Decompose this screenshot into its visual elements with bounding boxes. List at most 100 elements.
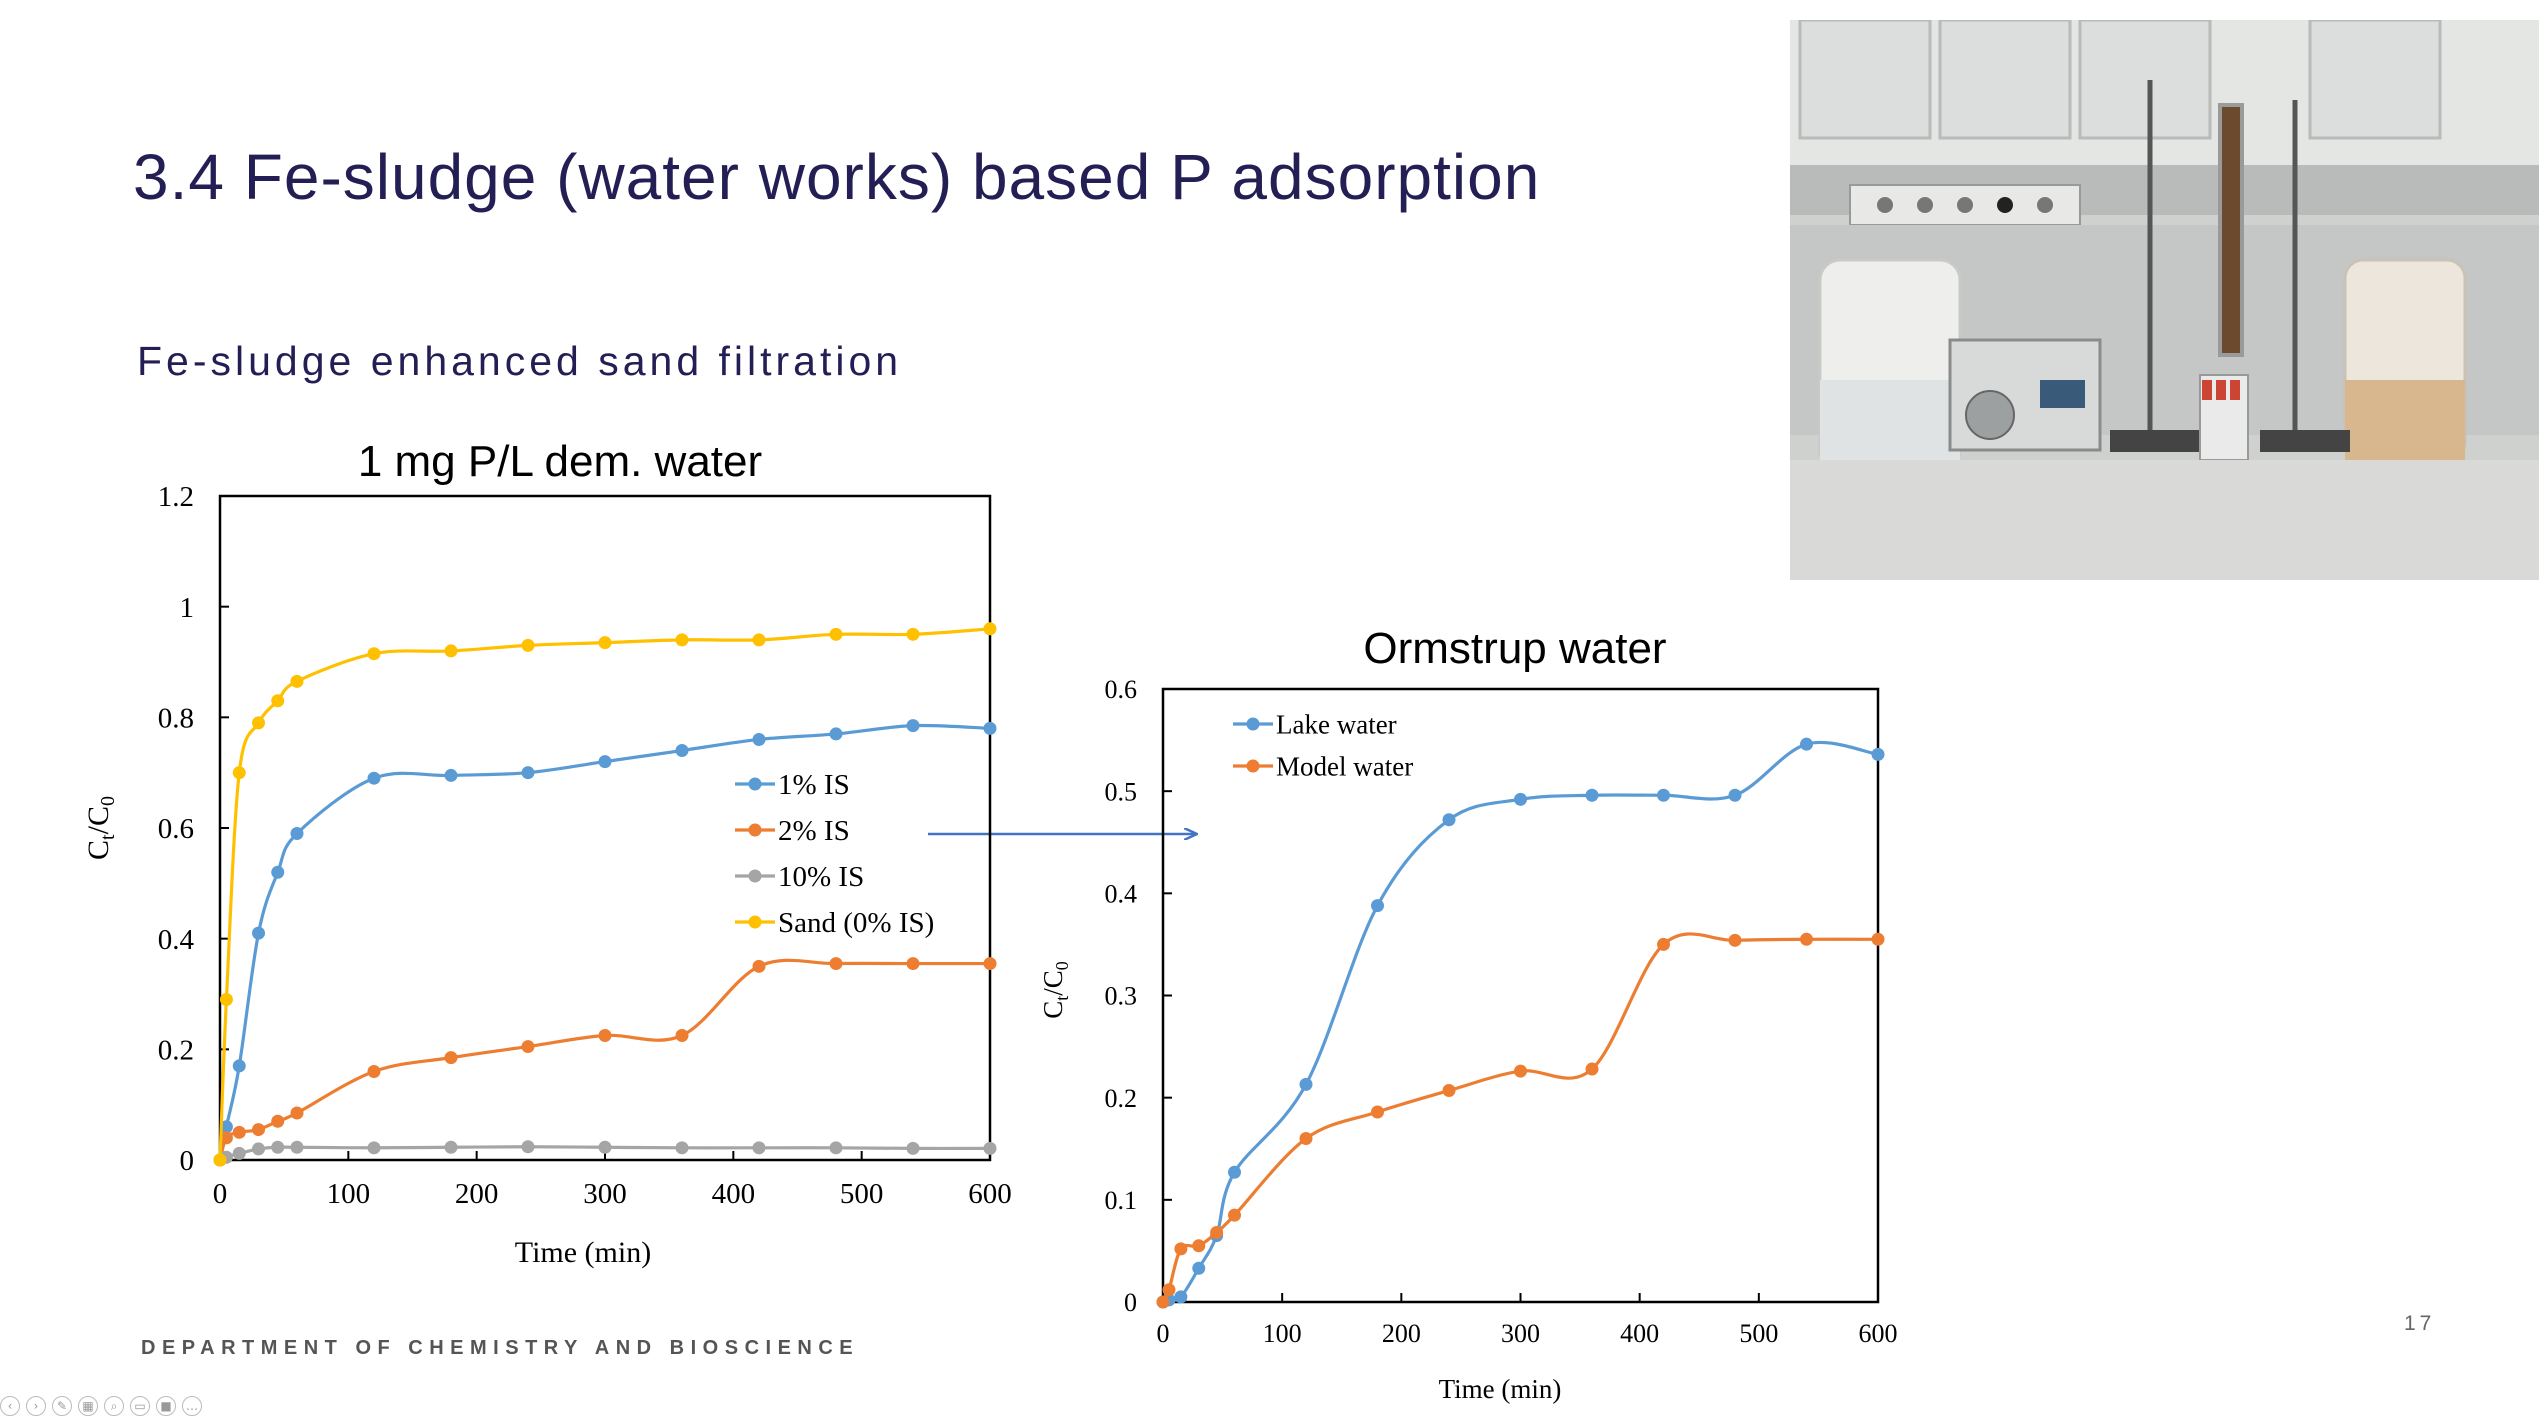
presentation-toolbar: ‹ › ✎ ▦ ⌕ ▭ ■ … (0, 1396, 202, 1416)
data-point (983, 721, 997, 735)
data-point (1728, 933, 1742, 947)
series-line (218, 958, 990, 1161)
data-point (232, 1125, 246, 1139)
data-point (829, 727, 843, 741)
chart-title: Ormstrup water (1363, 624, 1666, 673)
legend-marker (748, 777, 762, 791)
data-point (1299, 1077, 1313, 1091)
x-tick-label: 0 (1157, 1319, 1170, 1348)
data-point (271, 865, 285, 879)
data-point (1585, 788, 1599, 802)
legend-label: 1% IS (778, 769, 850, 801)
zoom-icon[interactable]: ⌕ (104, 1396, 124, 1416)
data-point (290, 1106, 304, 1120)
data-point (1174, 1242, 1188, 1256)
data-point (367, 1141, 381, 1155)
data-point (1442, 1084, 1456, 1098)
data-point (1585, 1062, 1599, 1076)
y-axis-label-part: C (82, 840, 115, 860)
data-point (906, 957, 920, 971)
data-point (219, 993, 233, 1007)
legend-label: Model water (1276, 751, 1413, 781)
y-axis-label-part: /C (1038, 970, 1068, 996)
legend-label: Lake water (1276, 709, 1397, 739)
data-point (829, 957, 843, 971)
x-axis-label: Time (min) (1439, 1374, 1562, 1404)
y-tick-label: 0.4 (158, 924, 195, 956)
y-axis-label: Ct/C0 (82, 796, 119, 860)
data-point (252, 1123, 265, 1137)
data-point (1514, 792, 1527, 806)
data-point (521, 1140, 535, 1154)
data-point (598, 755, 612, 769)
camera-icon[interactable]: ■ (156, 1396, 176, 1416)
data-point (290, 1140, 304, 1154)
more-icon[interactable]: … (182, 1396, 202, 1416)
data-point (1728, 788, 1742, 802)
legend-label: Sand (0% IS) (778, 907, 934, 939)
data-point (983, 622, 997, 636)
y-tick-label: 0.8 (158, 702, 194, 734)
y-axis-label: Ct/C0 (1038, 961, 1072, 1019)
data-point (752, 633, 766, 647)
data-point (1192, 1239, 1206, 1253)
y-axis-label-subscript: 0 (97, 796, 119, 806)
data-point (290, 674, 304, 688)
series-line (218, 723, 991, 1161)
x-axis-label: Time (min) (515, 1236, 651, 1269)
data-point (444, 1140, 458, 1154)
chart-title: 1 mg P/L dem. water (358, 437, 762, 486)
data-point (1228, 1208, 1241, 1222)
legend-label: 10% IS (778, 861, 864, 893)
x-tick-label: 0 (213, 1178, 228, 1210)
data-point (752, 732, 766, 746)
y-tick-label: 0 (180, 1145, 195, 1177)
y-axis-label-part: C (1038, 1001, 1068, 1019)
x-tick-label: 300 (583, 1178, 627, 1210)
data-point (1228, 1165, 1241, 1179)
y-tick-label: 0.2 (1105, 1084, 1138, 1113)
legend-marker (1246, 759, 1260, 773)
data-point (252, 1142, 265, 1156)
legend-marker (748, 915, 762, 929)
y-tick-label: 0.6 (158, 813, 194, 845)
data-point (1871, 932, 1885, 946)
data-point (1156, 1295, 1170, 1309)
lab-setup-photo (1790, 20, 2539, 580)
previous-icon[interactable]: ‹ (0, 1396, 20, 1416)
data-point (271, 1114, 285, 1128)
data-point (232, 1146, 246, 1160)
data-point (906, 719, 920, 733)
data-point (1210, 1226, 1224, 1240)
x-tick-label: 500 (840, 1178, 884, 1210)
data-point (906, 627, 920, 641)
data-point (1162, 1283, 1176, 1297)
pen-icon[interactable]: ✎ (52, 1396, 72, 1416)
data-point (1442, 813, 1456, 827)
data-point (598, 1140, 612, 1154)
data-point (367, 647, 381, 661)
y-tick-label: 0.2 (158, 1034, 194, 1066)
data-point (1657, 788, 1670, 802)
data-point (1800, 932, 1813, 946)
data-point (675, 633, 689, 647)
data-point (1657, 937, 1670, 951)
legend-label: 2% IS (778, 815, 850, 847)
series-line (218, 627, 991, 1161)
lab-photo-illustration (1790, 20, 2539, 580)
chart-dem-water: 1 mg P/L dem. water 0 0.2 0.4 0.6 0.8 1 1.2 0 100… (82, 437, 1012, 1269)
data-point (213, 1153, 227, 1167)
next-icon[interactable]: › (26, 1396, 46, 1416)
slides-icon[interactable]: ▦ (78, 1396, 98, 1416)
y-tick-label: 0.3 (1105, 982, 1138, 1011)
x-tick-label: 500 (1739, 1319, 1778, 1348)
data-point (1371, 899, 1384, 913)
plot-area-frame (1161, 687, 1880, 1304)
x-tick-label: 100 (327, 1178, 371, 1210)
data-point (219, 1120, 233, 1134)
plot-area-frame (218, 494, 992, 1162)
data-point (1174, 1290, 1188, 1304)
subtitles-icon[interactable]: ▭ (130, 1396, 150, 1416)
y-tick-label: 0.5 (1105, 777, 1138, 806)
